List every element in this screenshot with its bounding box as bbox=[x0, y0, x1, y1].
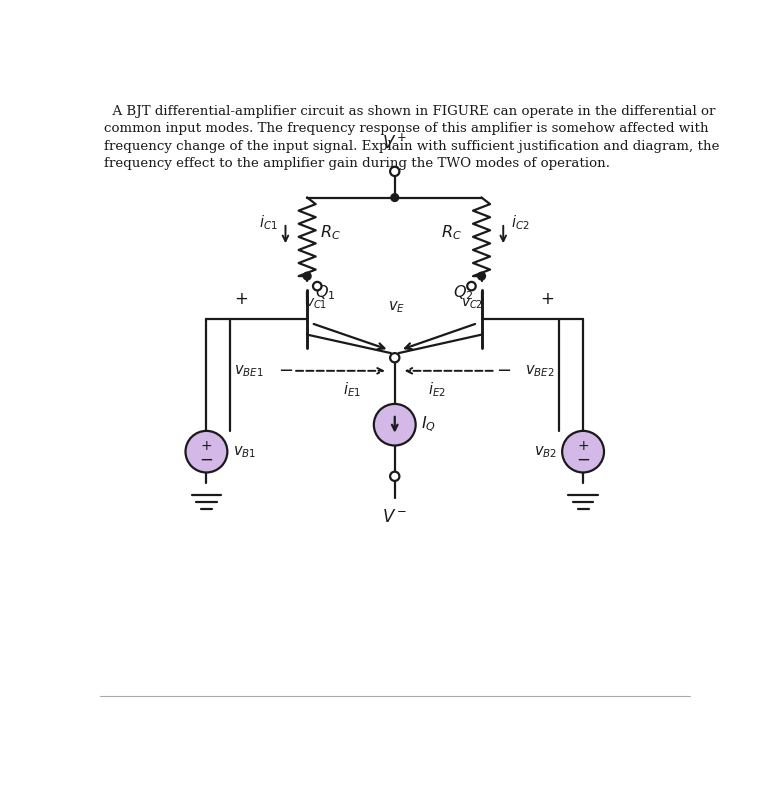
Text: frequency change of the input signal. Explain with sufficient justification and : frequency change of the input signal. Ex… bbox=[104, 140, 719, 153]
Text: +: + bbox=[540, 289, 554, 308]
Circle shape bbox=[303, 272, 311, 280]
Text: $v_{C1}$: $v_{C1}$ bbox=[305, 297, 328, 312]
Text: $i_{C1}$: $i_{C1}$ bbox=[259, 213, 278, 232]
Text: −: − bbox=[200, 450, 214, 469]
Text: −: − bbox=[496, 362, 511, 380]
Circle shape bbox=[374, 404, 416, 446]
Text: $Q_1$: $Q_1$ bbox=[315, 284, 335, 302]
Circle shape bbox=[390, 472, 399, 481]
Text: $v_E$: $v_E$ bbox=[388, 300, 405, 316]
Text: $v_{B2}$: $v_{B2}$ bbox=[534, 444, 557, 459]
Text: $V^-$: $V^-$ bbox=[382, 508, 407, 526]
Text: $v_{B1}$: $v_{B1}$ bbox=[233, 444, 256, 459]
Circle shape bbox=[313, 282, 322, 290]
Text: $I_Q$: $I_Q$ bbox=[421, 415, 436, 435]
Circle shape bbox=[562, 431, 604, 473]
Text: A BJT differential-amplifier circuit as shown in FIGURE can operate in the diffe: A BJT differential-amplifier circuit as … bbox=[104, 105, 715, 118]
Circle shape bbox=[390, 353, 399, 362]
Text: +: + bbox=[234, 289, 248, 308]
Circle shape bbox=[467, 282, 476, 290]
Text: $R_C$: $R_C$ bbox=[441, 224, 462, 243]
Text: $i_{E1}$: $i_{E1}$ bbox=[343, 381, 361, 400]
Text: −: − bbox=[576, 450, 590, 469]
Text: frequency effect to the amplifier gain during the TWO modes of operation.: frequency effect to the amplifier gain d… bbox=[104, 157, 610, 170]
Text: common input modes. The frequency response of this amplifier is somehow affected: common input modes. The frequency respon… bbox=[104, 122, 709, 136]
Circle shape bbox=[478, 272, 486, 280]
Text: $i_{E2}$: $i_{E2}$ bbox=[429, 381, 446, 400]
Text: $R_C$: $R_C$ bbox=[320, 224, 342, 243]
Text: $Q_2$: $Q_2$ bbox=[453, 284, 474, 302]
Text: $V^+$: $V^+$ bbox=[382, 133, 407, 153]
Circle shape bbox=[390, 167, 399, 176]
Text: −: − bbox=[278, 362, 293, 380]
Text: $v_{BE1}$: $v_{BE1}$ bbox=[234, 363, 264, 379]
Text: $v_{C2}$: $v_{C2}$ bbox=[461, 297, 483, 312]
Text: $i_{C2}$: $i_{C2}$ bbox=[511, 213, 530, 232]
Text: $v_{BE2}$: $v_{BE2}$ bbox=[525, 363, 554, 379]
Text: +: + bbox=[200, 439, 212, 453]
Circle shape bbox=[186, 431, 227, 473]
Text: +: + bbox=[577, 439, 589, 453]
Circle shape bbox=[391, 193, 399, 201]
